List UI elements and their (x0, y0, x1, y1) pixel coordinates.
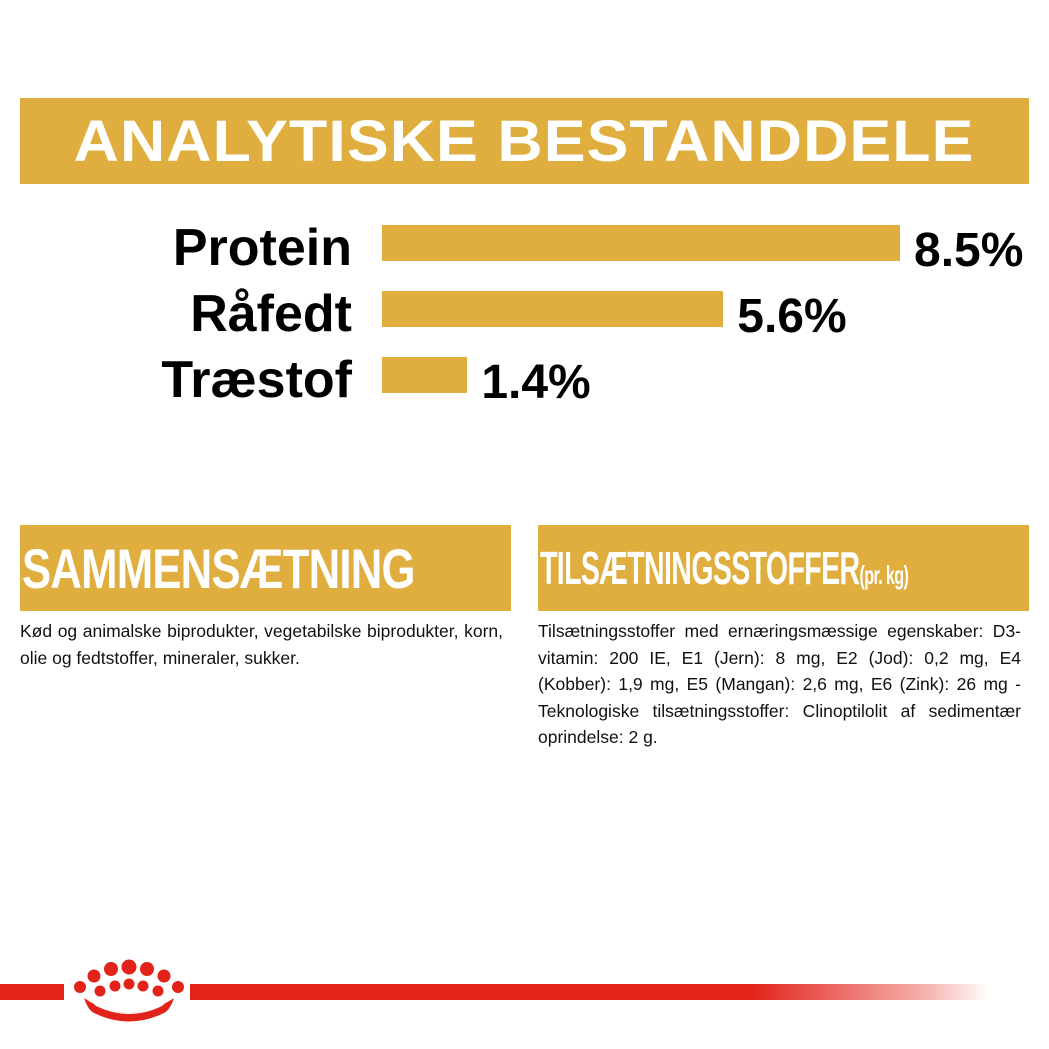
bar-value-label: 5.6% (737, 290, 847, 343)
bar (382, 225, 900, 261)
additives-heading: TILSÆTNINGSSTOFFER(pr. kg) (540, 541, 909, 595)
composition-text: Kød og animalske biprodukter, vegetabils… (20, 621, 503, 668)
bar-value-label: 1.4% (481, 356, 591, 409)
bar-label: Træstof (161, 351, 352, 409)
royal-canin-crown-icon (74, 959, 184, 1022)
nutrient-bar-chart: Protein 8.5% Råfedt 5.6% Træstof 1.4% (0, 0, 1049, 420)
title-banner: ANALYTISKE BESTANDDELE (20, 98, 1029, 184)
footer-line-right (190, 984, 990, 1000)
page-title: ANALYTISKE BESTANDDELE (74, 108, 975, 174)
bar (382, 357, 468, 393)
bar (382, 291, 724, 327)
composition-heading: SAMMENSÆTNING (22, 536, 415, 600)
composition-heading-bar: SAMMENSÆTNING (20, 525, 511, 611)
additives-heading-main: TILSÆTNINGSSTOFFER (540, 542, 860, 594)
additives-heading-bar: TILSÆTNINGSSTOFFER(pr. kg) (538, 525, 1029, 611)
bar-label: Råfedt (190, 285, 352, 343)
bar-label: Protein (172, 219, 352, 277)
additives-text: Tilsætningsstoffer med ernæringsmæssige … (538, 621, 1021, 747)
footer-line-left (0, 984, 64, 1000)
bar-value-label: 8.5% (914, 224, 1024, 277)
additives-heading-suffix: (pr. kg) (859, 560, 909, 590)
